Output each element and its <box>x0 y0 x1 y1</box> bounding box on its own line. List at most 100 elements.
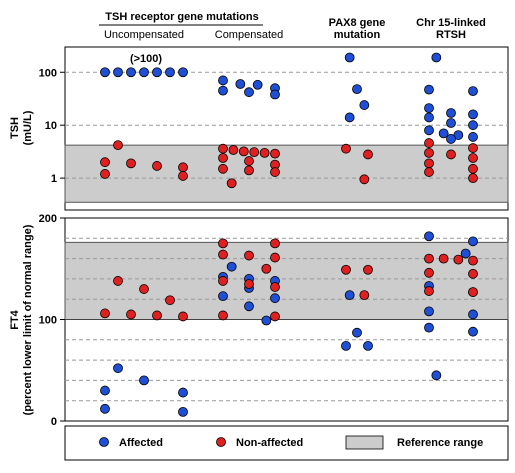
tsh-affected-point <box>424 84 434 95</box>
tsh-affected-point <box>344 112 355 123</box>
tsh-affected-point <box>113 67 123 78</box>
ft4-tick-label: 100 <box>39 315 57 327</box>
ft4-non-affected-point <box>218 276 228 286</box>
ft4-non-affected-point <box>270 252 280 263</box>
tsh-affected-point <box>126 67 136 78</box>
tsh-reference-band <box>64 144 509 203</box>
ft4-affected-point <box>468 309 478 320</box>
legend-affected-marker <box>99 437 109 447</box>
tsh-non-affected-point <box>244 156 254 166</box>
ft4-gridlines <box>65 237 508 402</box>
tsh-affected-point <box>252 79 263 90</box>
tsh-non-affected-point <box>218 143 228 154</box>
ft4-non-affected-point <box>152 310 162 321</box>
tsh-affected-point <box>352 84 362 95</box>
ft4-non-affected-point <box>270 282 280 292</box>
ft4-affected-point <box>363 340 373 351</box>
ft4-non-affected-point <box>453 254 464 265</box>
ft4-non-affected-point <box>244 250 254 261</box>
ft4-affected-point <box>139 375 149 386</box>
ft4-non-affected-point <box>468 287 478 297</box>
ft4-non-affected-point <box>244 279 254 289</box>
header-group-tshr: TSH receptor gene mutations <box>105 11 258 23</box>
legend-non-affected-marker <box>216 437 226 447</box>
tsh-affected-point <box>270 89 280 100</box>
tsh-affected-point <box>468 109 478 120</box>
tsh-affected-point <box>424 103 434 114</box>
header-compensated: Compensated <box>215 29 284 41</box>
tsh-non-affected-point <box>270 148 280 159</box>
ft4-non-affected-point <box>100 308 110 319</box>
tsh-tick-label: 1 <box>51 173 57 185</box>
ft4-non-affected-point <box>270 311 280 322</box>
tsh-non-affected-point <box>468 173 478 184</box>
ft4-affected-point <box>431 370 442 381</box>
header-pax8-line1: PAX8 gene <box>329 17 386 29</box>
tsh-affected-point <box>424 125 434 136</box>
tsh-non-affected-point <box>152 161 162 171</box>
header-uncompensated: Uncompensated <box>104 29 184 41</box>
tsh-non-affected-point <box>468 143 478 153</box>
ft4-non-affected-point <box>113 276 123 286</box>
ft4-affected-point <box>424 306 434 317</box>
header-pax8-line2: mutation <box>334 29 381 41</box>
ft4-tick-label: 200 <box>39 213 57 225</box>
ft4-affected-point <box>424 322 434 333</box>
tsh-affected-point <box>468 120 478 131</box>
ft4-non-affected-point <box>468 255 478 266</box>
tsh-non-affected-point <box>178 171 188 181</box>
tsh-affected-point <box>139 67 149 78</box>
ft4-non-affected-point <box>218 310 228 321</box>
header-chr15-line2: RTSH <box>436 29 466 41</box>
tsh-affected-point <box>431 52 442 63</box>
ft4-non-affected-point <box>270 238 280 249</box>
tsh-ylabel-line1: TSH <box>9 117 21 139</box>
tsh-non-affected-point <box>468 163 478 174</box>
ft4-tick-label: 0 <box>51 416 57 428</box>
legend-reference-swatch <box>345 435 384 450</box>
tsh-ylabel-line2: (mU/L) <box>22 110 34 145</box>
tsh-non-affected-point <box>424 167 434 177</box>
tsh-affected-point <box>100 67 110 78</box>
ft4-affected-point <box>178 387 188 398</box>
tsh-affected-point <box>344 52 355 63</box>
tsh-non-affected-point <box>218 163 228 174</box>
ft4-affected-point <box>100 385 110 396</box>
ft4-non-affected-point <box>468 268 478 279</box>
ft4-non-affected-point <box>178 311 188 322</box>
ft4-affected-point <box>460 248 471 259</box>
ft4-non-affected-point <box>438 253 449 264</box>
tsh-non-affected-point <box>244 165 254 176</box>
ft4-non-affected-point <box>424 253 434 264</box>
tsh-non-affected-point <box>226 178 237 189</box>
ft4-reference-band <box>64 241 509 320</box>
ft4-non-affected-point <box>424 267 434 278</box>
tsh-affected-point <box>438 128 449 139</box>
tsh-tick-label: 10 <box>45 120 57 132</box>
ft4-affected-point <box>100 403 110 414</box>
tsh-non-affected-point <box>259 147 270 158</box>
tsh-non-affected-point <box>359 174 370 185</box>
tsh-non-affected-point <box>100 157 110 168</box>
tsh-affected-point <box>235 79 246 89</box>
ft4-non-affected-point <box>261 263 272 274</box>
ft4-non-affected-point <box>218 238 228 249</box>
tsh-affected-point <box>359 100 370 110</box>
tsh-non-affected-point <box>424 158 434 169</box>
ft4-non-affected-point <box>359 290 370 301</box>
tsh-non-affected-point <box>249 147 260 158</box>
tsh-non-affected-point <box>270 167 280 177</box>
tsh-affected-point <box>446 134 456 144</box>
tsh-affected-point <box>218 85 228 96</box>
tsh-affected-point <box>165 67 175 78</box>
tsh-non-affected-point <box>178 162 188 173</box>
tsh-affected-point <box>468 86 478 97</box>
ft4-affected-point <box>178 406 188 417</box>
ft4-non-affected-point <box>139 284 149 294</box>
tsh-panel-frame <box>64 46 509 211</box>
tsh-affected-point <box>152 67 162 78</box>
ft4-affected-point <box>261 315 272 326</box>
legend-affected-label: Affected <box>119 437 163 449</box>
ft4-non-affected-point <box>341 264 351 275</box>
